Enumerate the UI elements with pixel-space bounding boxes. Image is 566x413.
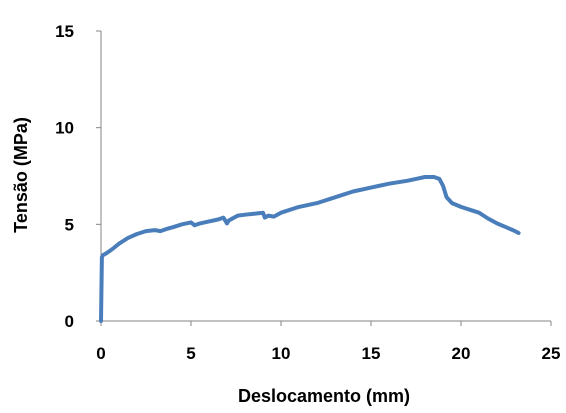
y-tick-label: 5 bbox=[65, 215, 74, 234]
series-line bbox=[99, 175, 521, 323]
x-tick-label: 25 bbox=[542, 344, 561, 363]
y-tick-label: 0 bbox=[65, 312, 74, 331]
chart-series bbox=[99, 175, 521, 323]
x-axis-title: Deslocamento (mm) bbox=[238, 386, 410, 406]
x-tick-label: 15 bbox=[362, 344, 381, 363]
y-axis-title: Tensão (MPa) bbox=[11, 117, 31, 233]
chart-axes bbox=[100, 31, 551, 322]
chart-ticks: 0 5 10 15 0 5 10 15 20 25 bbox=[55, 22, 560, 363]
x-tick-label: 0 bbox=[96, 344, 105, 363]
x-tick-label: 10 bbox=[272, 344, 291, 363]
x-tick-label: 20 bbox=[452, 344, 471, 363]
y-tick-label: 10 bbox=[55, 119, 74, 138]
x-tick-label: 5 bbox=[186, 344, 195, 363]
y-tick-label: 15 bbox=[55, 22, 74, 41]
